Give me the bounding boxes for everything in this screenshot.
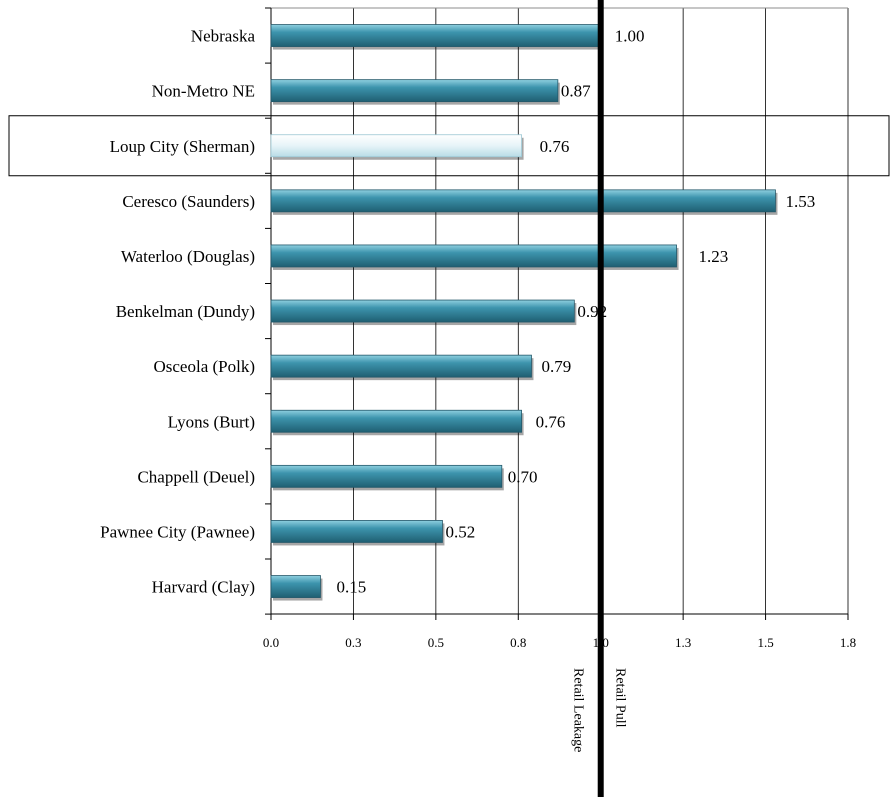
bar bbox=[270, 464, 503, 488]
x-tick-label: 0.8 bbox=[510, 635, 526, 650]
value-label: 1.00 bbox=[615, 27, 645, 46]
category-label: Lyons (Burt) bbox=[168, 412, 255, 431]
bar bbox=[270, 79, 559, 103]
value-label: 0.76 bbox=[540, 137, 570, 156]
bar bbox=[270, 575, 321, 598]
value-label: 1.53 bbox=[785, 192, 815, 211]
category-label: Pawnee City (Pawnee) bbox=[100, 522, 255, 541]
category-label: Osceola (Polk) bbox=[153, 357, 255, 376]
x-tick-label: 1.5 bbox=[757, 635, 773, 650]
bar bbox=[270, 189, 776, 213]
x-tick-label: 0.5 bbox=[428, 635, 444, 650]
category-label: Harvard (Clay) bbox=[152, 578, 255, 597]
category-label: Chappell (Deuel) bbox=[137, 467, 255, 486]
category-label: Waterloo (Douglas) bbox=[121, 247, 255, 266]
retail-pull-label: Retail Pull bbox=[613, 668, 628, 728]
retail-leakage-label: Retail Leakage bbox=[571, 668, 586, 752]
labels: Nebraska 1.00 Non-Metro NE 0.87 Loup City (S… bbox=[8, 27, 890, 597]
value-label: 0.76 bbox=[536, 412, 566, 431]
category-label: Non-Metro NE bbox=[152, 82, 255, 101]
bar bbox=[270, 409, 522, 433]
category-label: Nebraska bbox=[191, 27, 256, 46]
x-tick-label: 0.3 bbox=[345, 635, 361, 650]
x-tick-label: 0.0 bbox=[263, 635, 279, 650]
annotations: Retail Leakage Retail Pull bbox=[571, 0, 628, 797]
value-label: 0.79 bbox=[541, 357, 571, 376]
bar bbox=[270, 24, 602, 47]
value-label: 1.23 bbox=[699, 247, 729, 266]
value-label: 0.87 bbox=[561, 82, 591, 101]
bar bbox=[270, 520, 443, 543]
bar bbox=[270, 244, 677, 268]
bars bbox=[270, 24, 778, 601]
bar bbox=[270, 299, 575, 323]
value-label: 0.15 bbox=[336, 578, 366, 597]
highlight-box bbox=[8, 115, 890, 177]
x-tick-label: 1.3 bbox=[675, 635, 691, 650]
x-tick-label: 1.8 bbox=[840, 635, 856, 650]
bar-highlighted bbox=[270, 134, 522, 158]
category-label: Benkelman (Dundy) bbox=[116, 302, 255, 321]
category-label: Loup City (Sherman) bbox=[110, 137, 255, 156]
value-label: 0.70 bbox=[508, 467, 538, 486]
category-label: Ceresco (Saunders) bbox=[122, 192, 255, 211]
bar bbox=[270, 354, 532, 378]
value-label: 0.52 bbox=[445, 522, 475, 541]
